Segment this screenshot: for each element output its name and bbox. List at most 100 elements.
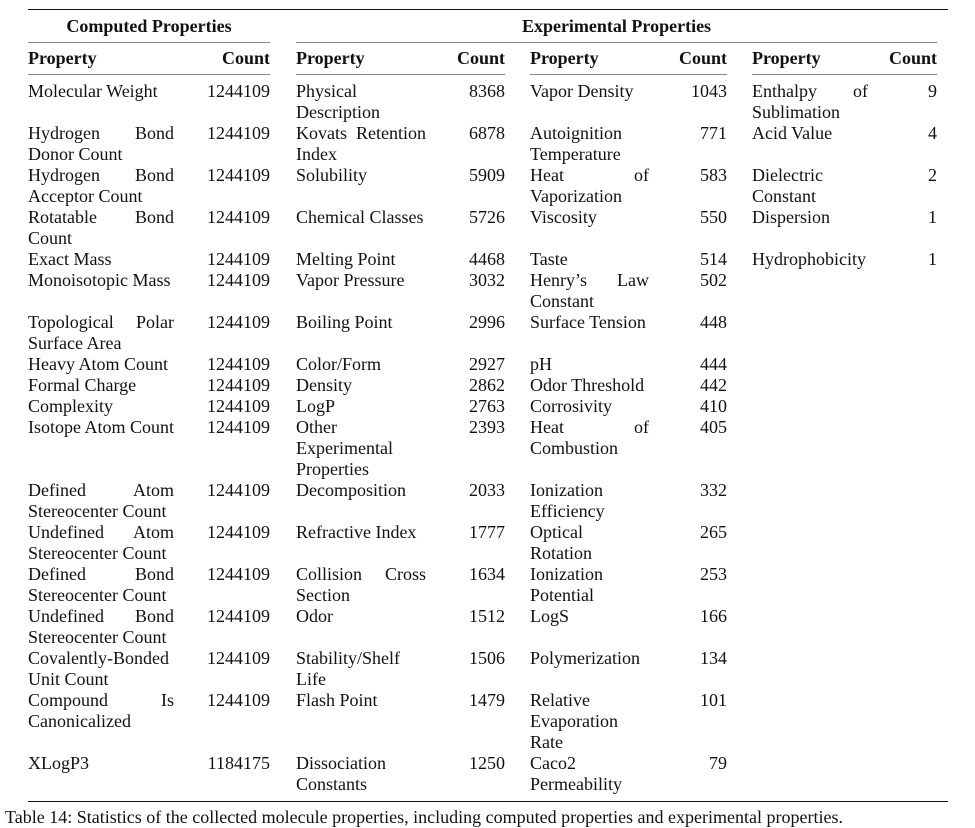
property-count: 1184175: [207, 753, 270, 773]
property-count: [874, 690, 937, 753]
property-name: [752, 396, 874, 417]
property-count: 6878: [469, 123, 505, 143]
property-count: 253: [700, 564, 727, 584]
column-header-property: Property: [752, 42, 874, 75]
property-count: 1250: [469, 753, 505, 773]
property-name: Henry’s Law Constant: [530, 270, 649, 311]
table-row: Undefined Bond Stereocenter Count 1244109…: [28, 606, 948, 648]
property-count: 332: [700, 480, 727, 500]
property-name: Vapor Density: [530, 81, 634, 101]
property-count: 2763: [469, 396, 505, 416]
property-count: 265: [700, 522, 727, 542]
property-count: 1244109: [207, 207, 270, 227]
property-name: Kovats Retention Index: [296, 123, 426, 164]
property-name: Hydrophobicity: [752, 249, 866, 269]
property-name: Dissociation Constants: [296, 753, 386, 794]
property-count: [874, 648, 937, 690]
column-header-count: Count: [655, 42, 727, 75]
property-count: 1244109: [207, 354, 270, 374]
property-count: 2927: [469, 354, 505, 374]
table-row: Complexity 1244109 LogP 2763 Corrosivity 410: [28, 396, 948, 417]
table-row: Defined Bond Stereocenter Count 1244109 Co…: [28, 564, 948, 606]
property-count: 1479: [469, 690, 505, 710]
table-caption: Table 14: Statistics of the collected mo…: [5, 807, 843, 827]
property-name: Caco2 Permeability: [530, 753, 622, 794]
table-row: Undefined Atom Stereocenter Count 1244109…: [28, 522, 948, 564]
property-name: Collision Cross Section: [296, 564, 426, 605]
property-count: 1244109: [207, 312, 270, 332]
property-name: Ionization Efficiency: [530, 480, 605, 521]
table-row: Defined Atom Stereocenter Count 1244109 De…: [28, 480, 948, 522]
property-count: 5909: [469, 165, 505, 185]
property-count: 4: [928, 123, 937, 143]
property-count: 2393: [469, 417, 505, 437]
property-count: [874, 753, 937, 802]
properties-statistics-table: Computed Properties Experimental Propert…: [28, 9, 948, 802]
property-count: 1244109: [207, 480, 270, 500]
table-row: Rotatable Bond Count 1244109 Chemical Clas…: [28, 207, 948, 249]
property-name: Melting Point: [296, 249, 396, 269]
table-row: Compound Is Canonicalized 1244109 Flash Po…: [28, 690, 948, 753]
property-name: [752, 270, 874, 312]
property-name: Monoisotopic Mass: [28, 270, 171, 290]
property-name: [752, 375, 874, 396]
property-name: Molecular Weight: [28, 81, 158, 101]
property-name: Ionization Potential: [530, 564, 603, 605]
property-name: Polymerization: [530, 648, 640, 668]
property-count: 583: [700, 165, 727, 185]
property-count: 1506: [469, 648, 505, 668]
property-name: Odor: [296, 606, 333, 626]
table-row: XLogP3 1184175 Dissociation Constants 1250 C…: [28, 753, 948, 802]
property-name: Dispersion: [752, 207, 830, 227]
property-count: 444: [700, 354, 727, 374]
property-name: [752, 480, 874, 522]
property-count: [874, 270, 937, 312]
property-name: XLogP3: [28, 753, 90, 773]
property-count: [874, 375, 937, 396]
property-count: [874, 354, 937, 375]
property-name: Boiling Point: [296, 312, 393, 332]
property-name: LogP: [296, 396, 336, 416]
property-count: 2862: [469, 375, 505, 395]
property-count: 1043: [691, 81, 727, 101]
property-name: Vapor Pressure: [296, 270, 405, 290]
property-count: [874, 564, 937, 606]
property-count: 1244109: [207, 249, 270, 269]
table-row: Monoisotopic Mass 1244109 Vapor Pressure 30…: [28, 270, 948, 312]
column-header-count: Count: [432, 42, 505, 75]
property-name: Optical Rotation: [530, 522, 592, 563]
property-name: Hydrogen Bond Acceptor Count: [28, 165, 174, 206]
property-count: 405: [700, 417, 727, 437]
property-name: [752, 522, 874, 564]
property-name: Taste: [530, 249, 568, 269]
property-count: [874, 312, 937, 354]
property-count: 1: [928, 207, 937, 227]
property-name: Complexity: [28, 396, 113, 416]
property-name: Rotatable Bond Count: [28, 207, 174, 248]
table-row: Hydrogen Bond Acceptor Count 1244109 Solub…: [28, 165, 948, 207]
column-header-count: Count: [180, 42, 270, 75]
property-count: 1244109: [207, 270, 270, 290]
property-count: 3032: [469, 270, 505, 290]
column-header-count: Count: [874, 42, 937, 75]
property-count: 1244109: [207, 417, 270, 437]
table-row: Formal Charge 1244109 Density 2862 Odor Thre…: [28, 375, 948, 396]
property-name: Defined Atom Stereocenter Count: [28, 480, 174, 521]
property-count: 1244109: [207, 396, 270, 416]
property-name: [752, 564, 874, 606]
property-count: 502: [700, 270, 727, 290]
property-name: Physical Description: [296, 81, 380, 122]
property-count: 4468: [469, 249, 505, 269]
property-name: [752, 312, 874, 354]
property-count: 2033: [469, 480, 505, 500]
property-name: Topological Polar Surface Area: [28, 312, 174, 353]
property-name: [752, 648, 874, 690]
property-count: 1244109: [207, 375, 270, 395]
table-row: Exact Mass 1244109 Melting Point 4468 Taste 5…: [28, 249, 948, 270]
property-count: 448: [700, 312, 727, 332]
property-count: 2996: [469, 312, 505, 332]
property-name: Covalently-Bonded Unit Count: [28, 648, 169, 689]
property-count: 8368: [469, 81, 505, 101]
property-name: Other Experimental Properties: [296, 417, 393, 479]
